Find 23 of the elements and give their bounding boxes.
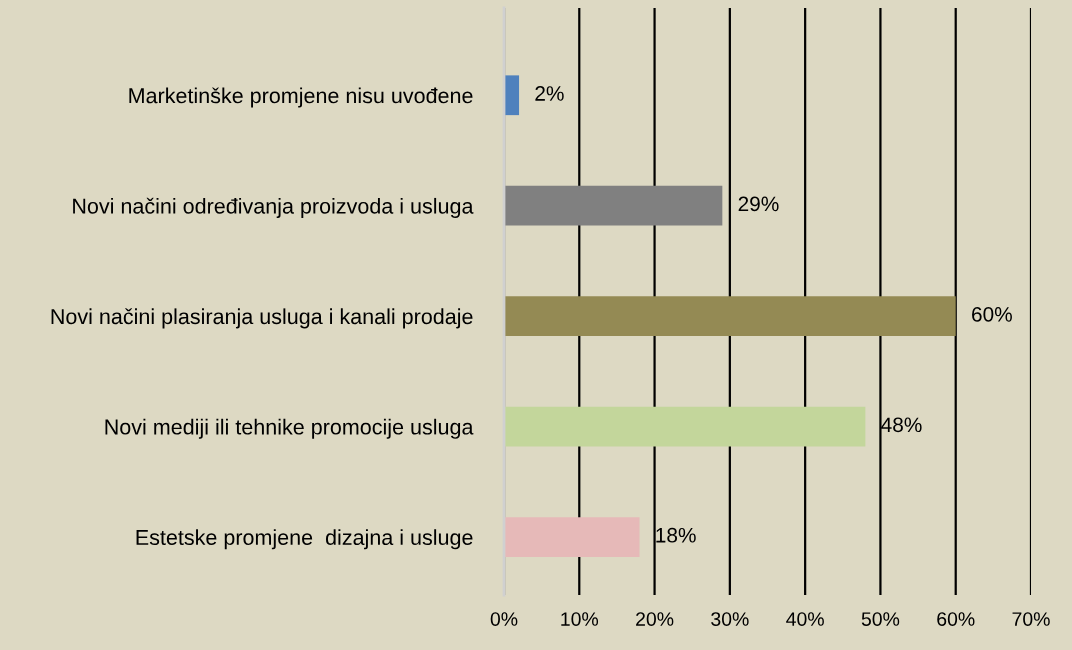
x-tick-label: 20%	[636, 612, 674, 626]
bar	[504, 185, 723, 226]
x-tick-label: 70%	[1012, 612, 1050, 626]
data-label: 48%	[881, 417, 922, 433]
y-tick-label: Marketinške promjene nisu uvođene	[129, 87, 473, 108]
x-tick-label: 40%	[786, 612, 824, 626]
data-label: 2%	[535, 86, 564, 101]
bar	[504, 75, 520, 116]
x-tick-label: 50%	[861, 612, 900, 626]
x-tick-label: 30%	[711, 612, 749, 626]
bar	[504, 406, 866, 447]
bar	[504, 517, 640, 557]
y-tick-label: Novi načini određivanja proizvoda i usluga	[73, 197, 474, 218]
data-label: 18%	[656, 527, 696, 543]
data-label: 60%	[972, 306, 1012, 322]
x-tick-label: 60%	[937, 612, 975, 626]
data-label: 29%	[738, 196, 779, 212]
y-tick-label: Estetske promjene dizajna i usluge	[136, 529, 473, 550]
x-tick-label: 10%	[561, 612, 599, 626]
y-tick-label: Novi načini plasiranja usluga i kanali prodaje	[51, 308, 473, 329]
x-tick-label: 0%	[490, 612, 518, 626]
y-tick-label: Novi mediji ili tehnike promocije usluga	[105, 418, 474, 439]
bar	[504, 296, 956, 337]
